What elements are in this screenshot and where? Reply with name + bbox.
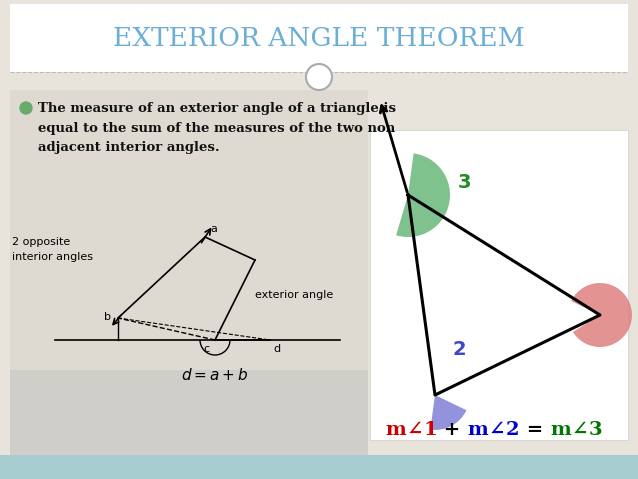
Text: 2: 2 bbox=[506, 421, 519, 439]
Bar bbox=[10, 90, 368, 215]
Wedge shape bbox=[571, 283, 632, 347]
Text: 1: 1 bbox=[423, 421, 437, 439]
Text: c: c bbox=[203, 344, 209, 354]
Circle shape bbox=[306, 64, 332, 90]
Text: EXTERIOR ANGLE THEOREM: EXTERIOR ANGLE THEOREM bbox=[113, 25, 525, 50]
Text: a: a bbox=[210, 224, 217, 234]
Text: 3: 3 bbox=[589, 421, 602, 439]
Text: 2 opposite: 2 opposite bbox=[12, 237, 70, 247]
Text: ∠: ∠ bbox=[572, 421, 588, 439]
Text: d: d bbox=[273, 344, 280, 354]
Text: +: + bbox=[438, 421, 468, 439]
Wedge shape bbox=[396, 153, 450, 237]
Wedge shape bbox=[430, 395, 466, 430]
Bar bbox=[0, 455, 638, 479]
Text: 2: 2 bbox=[453, 340, 466, 359]
Text: m: m bbox=[551, 421, 571, 439]
Text: m: m bbox=[468, 421, 489, 439]
Text: interior angles: interior angles bbox=[12, 252, 93, 262]
Text: ∠: ∠ bbox=[489, 421, 505, 439]
Text: exterior angle: exterior angle bbox=[255, 290, 333, 300]
Text: $d = a + b$: $d = a + b$ bbox=[181, 367, 249, 383]
Text: ∠: ∠ bbox=[406, 421, 422, 439]
Text: 3: 3 bbox=[458, 173, 471, 193]
Bar bbox=[10, 4, 628, 72]
Text: equal to the sum of the measures of the two non: equal to the sum of the measures of the … bbox=[38, 122, 396, 135]
Bar bbox=[370, 130, 628, 440]
Text: b: b bbox=[104, 312, 111, 322]
Text: =: = bbox=[520, 421, 550, 439]
Bar bbox=[10, 370, 368, 455]
Text: m: m bbox=[385, 421, 406, 439]
Bar bbox=[10, 215, 368, 370]
Circle shape bbox=[20, 102, 32, 114]
Text: The measure of an exterior angle of a triangle is: The measure of an exterior angle of a tr… bbox=[38, 102, 396, 114]
Text: adjacent interior angles.: adjacent interior angles. bbox=[38, 141, 219, 155]
